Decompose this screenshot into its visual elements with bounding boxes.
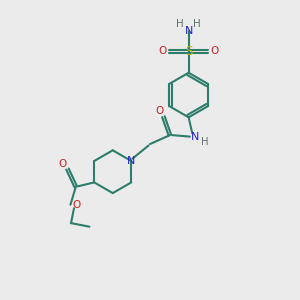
Text: S: S	[185, 45, 192, 58]
Text: N: N	[184, 26, 193, 35]
Text: O: O	[156, 106, 164, 116]
Text: H: H	[201, 137, 208, 147]
Text: O: O	[58, 159, 66, 169]
Text: N: N	[191, 132, 200, 142]
Text: H: H	[176, 19, 184, 29]
Text: O: O	[159, 46, 167, 56]
Text: O: O	[210, 46, 219, 56]
Text: N: N	[127, 156, 136, 166]
Text: O: O	[73, 200, 81, 210]
Text: H: H	[193, 19, 201, 29]
